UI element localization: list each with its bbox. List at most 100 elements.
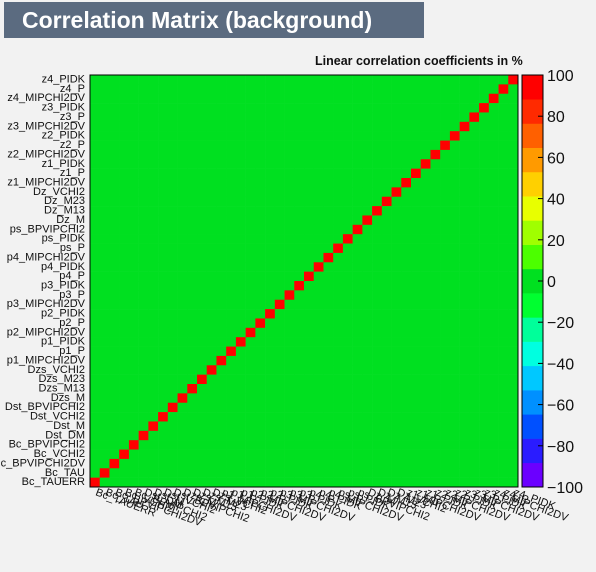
heatmap-cell	[245, 206, 256, 216]
heatmap-cell	[197, 309, 208, 319]
heatmap-cell	[197, 355, 208, 366]
heatmap-cell	[352, 393, 363, 404]
heatmap-cell	[401, 168, 412, 179]
heatmap-cell	[304, 299, 315, 310]
heatmap-cell	[294, 103, 305, 113]
heatmap-cell	[313, 468, 324, 478]
heatmap-cell	[352, 384, 363, 394]
heatmap-cell	[109, 187, 120, 198]
heatmap-cell	[109, 468, 120, 478]
heatmap-cell	[469, 440, 480, 450]
heatmap-cell	[138, 159, 149, 169]
heatmap-cell	[352, 477, 363, 488]
heatmap-cell	[148, 365, 159, 375]
y-tick-label: p2_PIDK	[41, 308, 86, 320]
heatmap-cell	[333, 355, 344, 366]
heatmap-cell	[440, 168, 451, 179]
heatmap-cell	[167, 309, 178, 319]
heatmap-cell	[245, 346, 256, 357]
heatmap-cell	[342, 393, 353, 404]
heatmap-cell	[449, 346, 460, 357]
heatmap-cell	[90, 206, 101, 216]
heatmap-cell	[508, 262, 519, 272]
heatmap-cell	[158, 149, 169, 160]
y-tick-label: z3_PIDK	[42, 102, 86, 114]
heatmap-cell	[167, 75, 178, 85]
heatmap-cell	[430, 168, 441, 179]
heatmap-cell	[479, 75, 490, 85]
heatmap-cell	[411, 384, 422, 394]
heatmap-cell	[216, 355, 227, 366]
heatmap-cell	[109, 346, 120, 357]
heatmap-cell	[255, 140, 266, 151]
y-tick-label: Dst_DM	[45, 429, 85, 441]
heatmap-cell	[342, 355, 353, 366]
heatmap-cell	[304, 384, 315, 394]
heatmap-cell	[469, 131, 480, 141]
heatmap-cell	[430, 355, 441, 366]
heatmap-cell	[226, 337, 237, 347]
heatmap-cell	[430, 103, 441, 113]
heatmap-cell	[177, 206, 188, 216]
heatmap-cell	[333, 327, 344, 338]
heatmap-cell	[187, 299, 198, 310]
heatmap-cell	[206, 458, 217, 469]
heatmap-cell	[420, 149, 431, 160]
colorbar-tick-label: −20	[547, 315, 574, 332]
heatmap-cell	[488, 196, 499, 207]
heatmap-cell	[99, 206, 110, 216]
heatmap-cell	[90, 318, 101, 329]
heatmap-cell	[391, 112, 402, 123]
heatmap-cell	[362, 449, 373, 460]
heatmap-cell	[216, 196, 227, 207]
heatmap-cell	[167, 299, 178, 310]
heatmap-cell	[119, 346, 130, 357]
heatmap-cell	[187, 468, 198, 478]
heatmap-cell	[459, 449, 470, 460]
heatmap-cell	[420, 412, 431, 422]
y-tick-label: z3_MIPCHI2DV	[7, 120, 85, 132]
heatmap-cell	[488, 468, 499, 478]
heatmap-cell	[449, 271, 460, 282]
heatmap-cell	[479, 112, 490, 123]
heatmap-cell	[352, 84, 363, 95]
heatmap-cell	[323, 159, 334, 169]
heatmap-cell	[381, 281, 392, 291]
y-tick-label: z2_PIDK	[42, 130, 86, 142]
y-tick-label: Dzs_M13	[39, 382, 85, 394]
heatmap-cell	[245, 262, 256, 272]
heatmap-cell	[294, 318, 305, 329]
heatmap-cell	[255, 477, 266, 488]
heatmap-cell	[372, 355, 383, 366]
heatmap-cell	[197, 159, 208, 169]
heatmap-cell	[449, 468, 460, 478]
heatmap-cell	[187, 149, 198, 160]
heatmap-cell	[488, 262, 499, 272]
heatmap-cell	[255, 206, 266, 216]
heatmap-cell	[372, 187, 383, 198]
heatmap-cell	[342, 140, 353, 151]
heatmap-cell	[148, 458, 159, 469]
heatmap-cell	[498, 75, 509, 85]
heatmap-cell	[206, 149, 217, 160]
heatmap-cell	[99, 365, 110, 375]
heatmap-cell	[323, 112, 334, 123]
heatmap-cell	[430, 121, 441, 132]
heatmap-cell	[469, 243, 480, 254]
heatmap-cell	[138, 112, 149, 123]
heatmap-cell	[167, 159, 178, 169]
heatmap-cell	[391, 215, 402, 226]
heatmap-cell	[459, 309, 470, 319]
heatmap-cell	[440, 234, 451, 244]
heatmap-cell	[411, 112, 422, 123]
heatmap-cell	[109, 252, 120, 263]
heatmap-cell	[294, 412, 305, 422]
heatmap-cell	[420, 421, 431, 432]
heatmap-cell	[109, 262, 120, 272]
heatmap-cell	[440, 159, 451, 169]
heatmap-cell	[391, 149, 402, 160]
heatmap-cell	[158, 178, 169, 188]
heatmap-cell	[469, 309, 480, 319]
heatmap-cell	[274, 84, 285, 95]
heatmap-cell	[479, 458, 490, 469]
